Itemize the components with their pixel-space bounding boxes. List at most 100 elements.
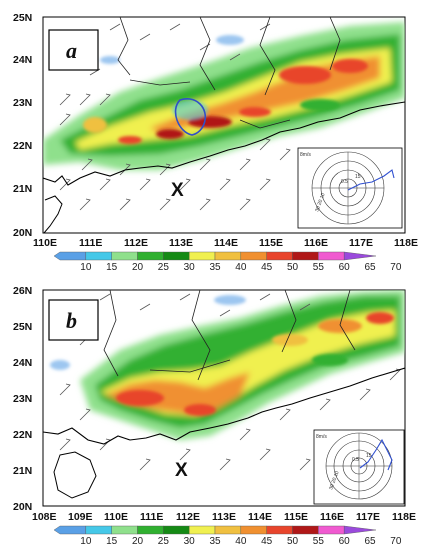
colorbar-label: 40 bbox=[235, 262, 247, 273]
panel-a-letter-box bbox=[48, 29, 99, 71]
colorbar-swatch bbox=[214, 525, 242, 535]
panel-b-letter-box bbox=[48, 299, 99, 341]
echo-core-4 bbox=[156, 129, 184, 139]
panel-a-coastline bbox=[43, 101, 405, 186]
colorbar-label: 25 bbox=[158, 536, 170, 547]
svg-text:115E: 115E bbox=[284, 511, 308, 523]
echo-b-core-3 bbox=[318, 319, 362, 333]
panel-a-lon-labels: 110E 111E 112E 113E 114E 115E 116E 117E … bbox=[33, 237, 418, 249]
echo-patch-1 bbox=[83, 117, 107, 133]
panel-b-reflectivity: X bbox=[43, 290, 405, 499]
colorbar-swatch bbox=[111, 251, 138, 261]
echo-b-patch-1 bbox=[50, 360, 70, 370]
echo-core-5 bbox=[239, 107, 271, 117]
panel-a: X a 8m/s 0.5 15 30 20 10 25N 24N 23N 22N… bbox=[13, 12, 418, 273]
colorbar-swatch bbox=[188, 251, 216, 261]
colorbar-swatch bbox=[137, 251, 164, 261]
svg-text:112E: 112E bbox=[176, 511, 200, 523]
colorbar-swatch bbox=[137, 525, 164, 535]
svg-text:110E: 110E bbox=[104, 511, 128, 523]
echo-b-core-1 bbox=[116, 390, 164, 406]
svg-text:0.5: 0.5 bbox=[352, 457, 359, 463]
svg-text:15: 15 bbox=[366, 453, 372, 459]
panel-b-hodograph: 8m/s 0.5 15 30 20 10 bbox=[313, 429, 405, 505]
echo-core-2 bbox=[332, 59, 368, 73]
colorbar-swatch bbox=[318, 251, 345, 261]
colorbar-label: 15 bbox=[106, 536, 118, 547]
colorbar-swatch bbox=[163, 251, 190, 261]
hodograph-a-trace bbox=[347, 169, 395, 191]
colorbar-swatch bbox=[240, 525, 267, 535]
panel-b-lat-labels: 26N 25N 24N 23N 22N 21N 20N bbox=[13, 285, 32, 513]
colorbar-swatch bbox=[188, 525, 216, 535]
panel-b: X b 8m/s 0.5 15 30 20 10 26N 25N 24N 23N… bbox=[13, 285, 416, 547]
colorbar-label: 50 bbox=[287, 262, 299, 273]
svg-text:110E: 110E bbox=[33, 237, 57, 249]
echo-patch-4 bbox=[100, 56, 120, 64]
panel-a-blue-contour bbox=[174, 98, 207, 136]
svg-text:8m/s: 8m/s bbox=[316, 434, 327, 440]
svg-text:114E: 114E bbox=[248, 511, 272, 523]
colorbar-swatch bbox=[53, 251, 87, 261]
svg-text:116E: 116E bbox=[320, 511, 344, 523]
colorbar-label: 55 bbox=[313, 536, 325, 547]
svg-text:115E: 115E bbox=[259, 237, 283, 249]
echo-patch-2 bbox=[172, 100, 208, 120]
svg-text:22N: 22N bbox=[13, 140, 32, 152]
colorbar-swatch bbox=[343, 525, 377, 535]
svg-text:0.5: 0.5 bbox=[341, 179, 348, 185]
colorbar-label: 45 bbox=[261, 536, 273, 547]
panel-b-marker: X bbox=[175, 460, 188, 481]
panel-b-letter: b bbox=[66, 308, 77, 333]
colorbar-swatch bbox=[85, 525, 112, 535]
echo-core-1 bbox=[279, 66, 331, 84]
panel-a-marker: X bbox=[171, 180, 184, 201]
colorbar-swatch bbox=[266, 525, 293, 535]
panel-b-colorbar: 10 15 20 25 30 35 40 45 50 55 60 65 70 bbox=[53, 525, 402, 547]
panel-a-letter: a bbox=[66, 38, 77, 63]
panel-b-hainan bbox=[53, 451, 97, 499]
colorbar-label: 20 bbox=[132, 262, 144, 273]
svg-text:21N: 21N bbox=[13, 183, 32, 195]
panel-a-reflectivity: X bbox=[43, 17, 405, 233]
svg-text:26N: 26N bbox=[13, 285, 32, 297]
colorbar-swatch bbox=[85, 251, 112, 261]
panel-a-colorbar-labels: 10 15 20 25 30 35 40 45 50 55 60 65 70 bbox=[80, 262, 402, 273]
colorbar-swatch bbox=[266, 251, 293, 261]
svg-text:24N: 24N bbox=[13, 54, 32, 66]
panel-b-coastline bbox=[43, 367, 405, 445]
svg-text:114E: 114E bbox=[214, 237, 238, 249]
colorbar-swatch bbox=[163, 525, 190, 535]
svg-text:25N: 25N bbox=[13, 321, 32, 333]
echo-patch-3 bbox=[300, 99, 340, 111]
echo-core-3 bbox=[188, 116, 232, 128]
svg-text:117E: 117E bbox=[356, 511, 380, 523]
colorbar-label: 10 bbox=[80, 536, 92, 547]
hodograph-b-trace bbox=[359, 438, 393, 471]
echo-b-patch-3 bbox=[312, 354, 348, 366]
svg-text:20N: 20N bbox=[13, 227, 32, 239]
panel-b-lon-labels: 108E 109E 110E 111E 112E 113E 114E 115E … bbox=[32, 511, 416, 523]
panel-a-colorbar-swatches bbox=[53, 251, 377, 261]
colorbar-swatch bbox=[53, 525, 87, 535]
svg-text:25N: 25N bbox=[13, 12, 32, 24]
colorbar-label: 10 bbox=[80, 262, 92, 273]
colorbar-label: 65 bbox=[364, 536, 376, 547]
colorbar-label: 60 bbox=[339, 262, 351, 273]
colorbar-label: 20 bbox=[132, 536, 144, 547]
svg-text:23N: 23N bbox=[13, 97, 32, 109]
svg-text:112E: 112E bbox=[124, 237, 148, 249]
panel-a-wind-barbs bbox=[59, 23, 291, 211]
colorbar-swatch bbox=[240, 251, 267, 261]
colorbar-label: 35 bbox=[209, 262, 221, 273]
panel-a-boundaries bbox=[117, 17, 341, 129]
svg-text:113E: 113E bbox=[212, 511, 236, 523]
colorbar-label: 35 bbox=[209, 536, 221, 547]
svg-text:21N: 21N bbox=[13, 465, 32, 477]
colorbar-label: 30 bbox=[184, 536, 196, 547]
svg-text:20N: 20N bbox=[13, 501, 32, 513]
colorbar-label: 70 bbox=[390, 536, 402, 547]
svg-text:117E: 117E bbox=[349, 237, 373, 249]
panel-a-hodograph: 8m/s 0.5 15 30 20 10 bbox=[297, 147, 403, 229]
svg-text:22N: 22N bbox=[13, 429, 32, 441]
